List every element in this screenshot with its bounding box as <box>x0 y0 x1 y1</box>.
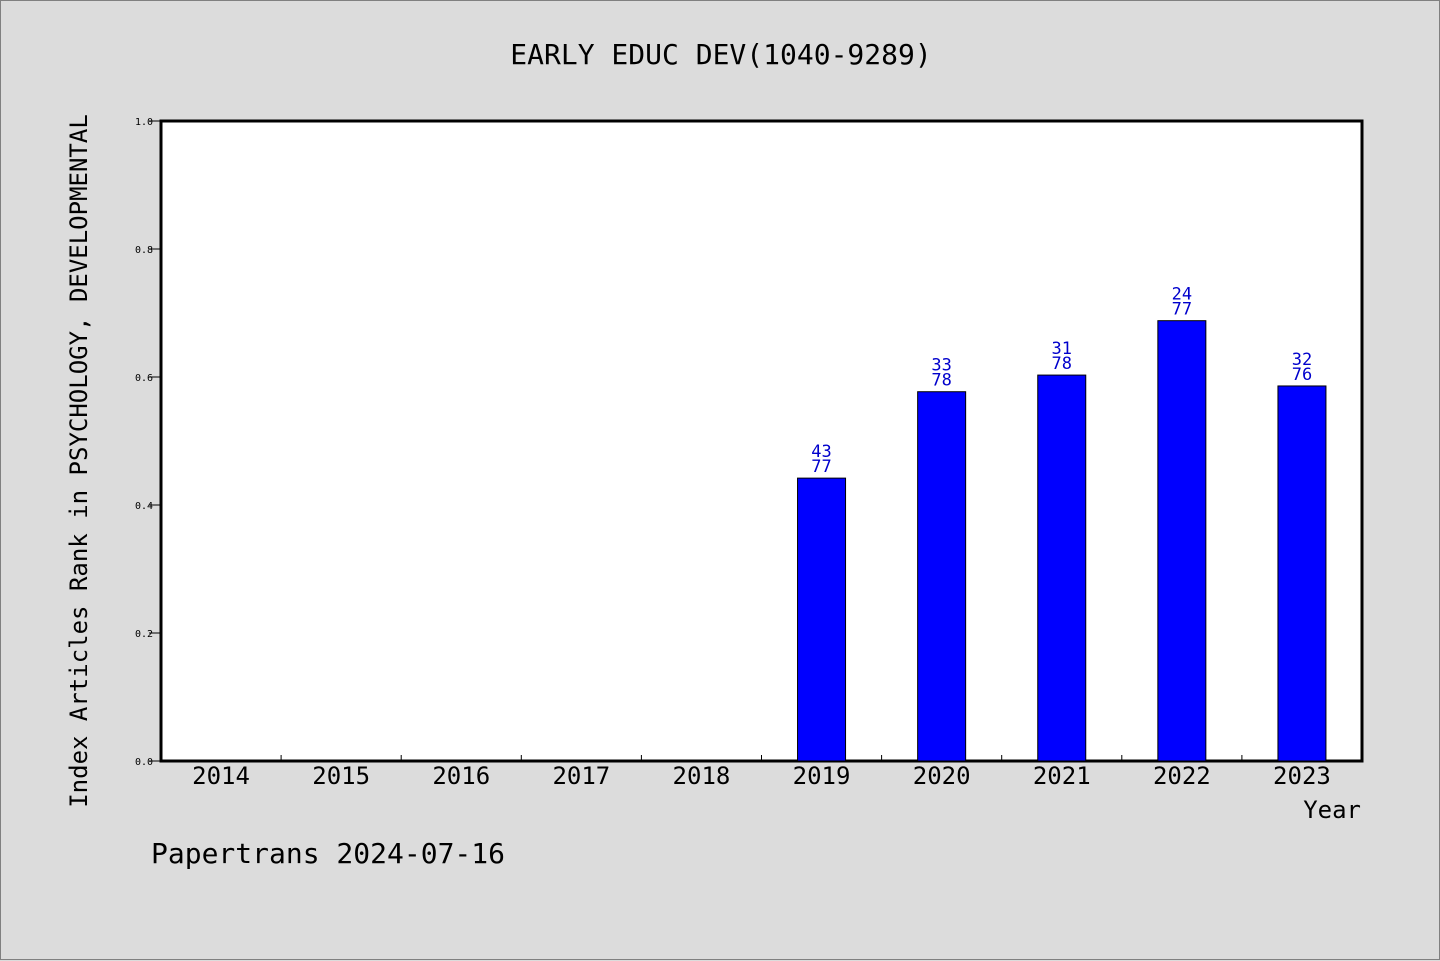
data-label-total: 78 <box>1052 354 1072 374</box>
data-label-rank: 31 <box>1052 339 1072 359</box>
data-label-total: 77 <box>1172 300 1192 320</box>
footer-text: Papertrans 2024-07-16 <box>151 837 505 870</box>
x-axis-label: Year <box>1303 796 1361 824</box>
bar-2023 <box>1277 385 1327 762</box>
bar-2019 <box>797 477 847 762</box>
x-tick-label: 2021 <box>1033 762 1091 790</box>
x-tick-label: 2023 <box>1273 762 1331 790</box>
data-label-total: 78 <box>931 371 951 391</box>
x-tick-label: 2020 <box>913 762 971 790</box>
data-label-rank: 43 <box>811 442 831 462</box>
x-tick-label: 2019 <box>793 762 851 790</box>
x-tick-label: 2022 <box>1153 762 1211 790</box>
data-label-rank: 33 <box>931 356 951 376</box>
y-tick-label: 1.0 <box>135 117 153 128</box>
x-axis-ticks: 2014 2015 2016 2017 2018 2019 2020 2021 2022 2023 <box>192 755 1331 790</box>
data-label-total: 77 <box>811 457 831 477</box>
y-tick-label: 0.6 <box>135 373 153 384</box>
x-tick-label: 2018 <box>673 762 731 790</box>
y-axis-label: Index Articles Rank in PSYCHOLOGY, DEVEL… <box>65 114 93 808</box>
y-tick-label: 0.0 <box>135 757 153 768</box>
data-label-rank: 24 <box>1172 285 1192 305</box>
y-tick-label: 0.4 <box>135 501 153 512</box>
bar-2022 <box>1157 320 1207 762</box>
data-label-total: 76 <box>1292 365 1312 385</box>
y-tick-label: 0.2 <box>135 629 153 640</box>
y-tick-label: 0.8 <box>135 245 153 256</box>
bar-2020 <box>917 391 967 762</box>
y-axis-ticks: 0.0 0.2 0.4 0.6 0.8 1.0 <box>135 117 161 768</box>
data-label-rank: 32 <box>1292 350 1312 370</box>
chart-title: EARLY EDUC DEV(1040-9289) <box>510 38 931 71</box>
x-tick-label: 2014 <box>192 762 250 790</box>
x-tick-label: 2015 <box>312 762 370 790</box>
bar-2021 <box>1037 374 1087 762</box>
x-tick-label: 2017 <box>552 762 610 790</box>
x-tick-label: 2016 <box>432 762 490 790</box>
bars <box>797 320 1327 762</box>
